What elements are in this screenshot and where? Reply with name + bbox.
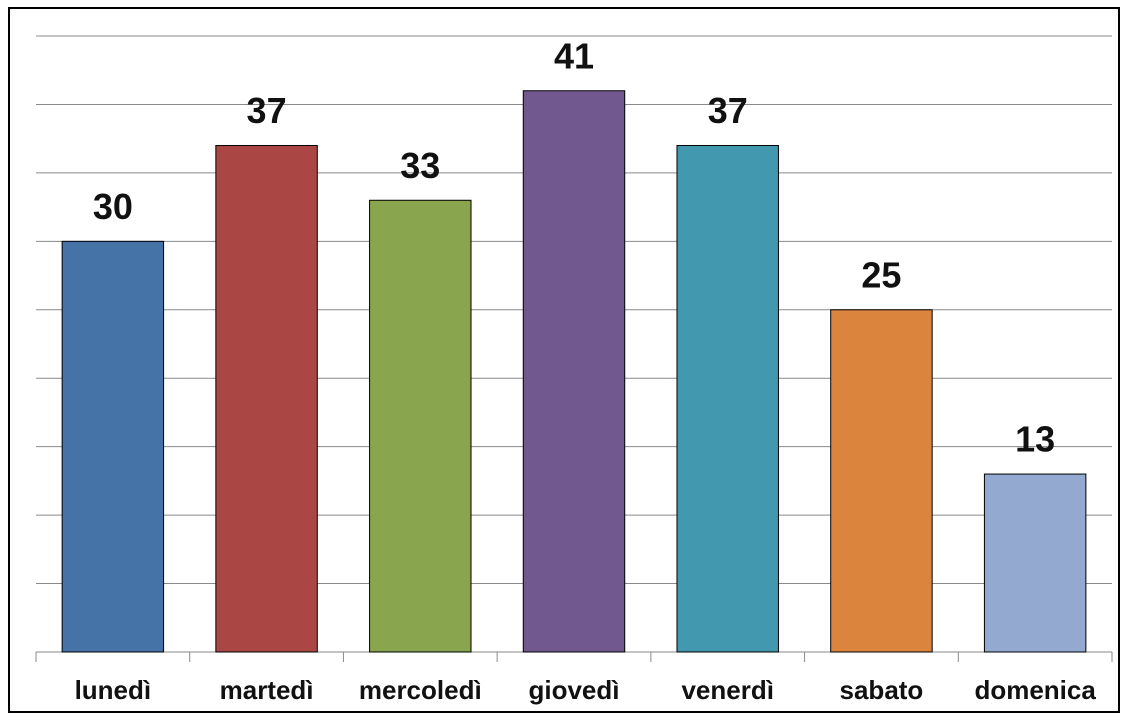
value-label: 30 [93, 186, 133, 227]
x-tick-label: venerdì [681, 675, 774, 705]
x-tick-label: lunedì [75, 675, 152, 705]
value-label: 37 [708, 90, 748, 131]
bar [522, 90, 626, 653]
x-tick-label: mercoledì [359, 675, 482, 705]
x-tick-label: sabato [840, 675, 924, 705]
bar [830, 309, 933, 653]
value-label: 41 [554, 35, 594, 76]
bar [369, 199, 472, 653]
bar [215, 145, 318, 653]
value-label: 13 [1015, 419, 1055, 460]
bar [61, 240, 165, 653]
x-tick-label: domenica [974, 675, 1096, 705]
x-tick-label: giovedì [528, 675, 619, 705]
x-tick-label: martedì [220, 675, 314, 705]
bar [676, 145, 779, 653]
value-label: 25 [861, 254, 901, 295]
value-label: 37 [247, 90, 287, 131]
value-label: 33 [400, 145, 440, 186]
bar [983, 473, 1087, 653]
